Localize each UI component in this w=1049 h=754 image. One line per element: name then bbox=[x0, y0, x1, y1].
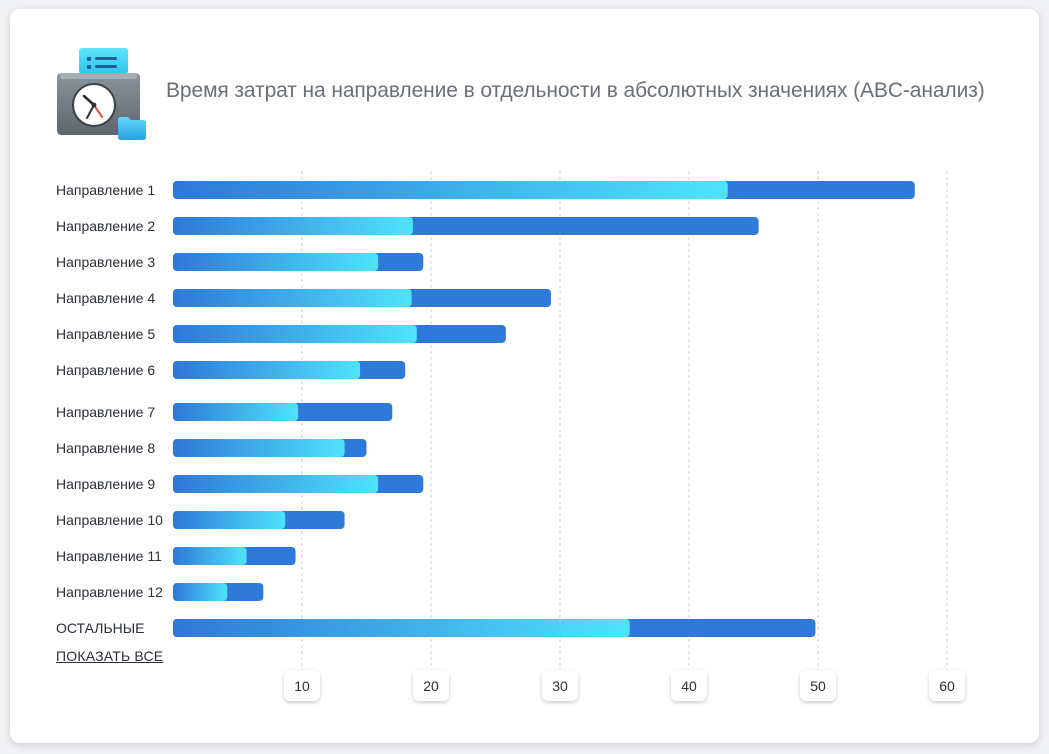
bar-highlight bbox=[173, 253, 379, 271]
x-tick-label: 20 bbox=[423, 678, 439, 694]
clock-folder-icon bbox=[57, 48, 149, 140]
x-tick-box bbox=[800, 670, 836, 701]
x-tick-label: 50 bbox=[810, 678, 826, 694]
bar-highlight bbox=[173, 439, 345, 457]
x-tick-box bbox=[671, 670, 707, 701]
category-label: Направление 7 bbox=[56, 404, 155, 420]
x-tick-40: 40 bbox=[671, 670, 707, 701]
x-tick-30: 30 bbox=[542, 670, 578, 701]
x-tick-50: 50 bbox=[800, 670, 836, 701]
bar-highlight bbox=[173, 325, 417, 343]
bar-highlight bbox=[173, 217, 413, 235]
category-label: Направление 10 bbox=[56, 512, 163, 528]
bar-highlight bbox=[173, 475, 379, 493]
bar-highlight bbox=[173, 289, 412, 307]
bar-highlight bbox=[173, 403, 299, 421]
category-label: Направление 1 bbox=[56, 182, 155, 198]
x-tick-box bbox=[929, 670, 965, 701]
bar-chart: Направление 1 Направление 2 Направление 3 Н… bbox=[56, 171, 965, 701]
bar-highlight bbox=[173, 619, 630, 637]
category-label: Направление 12 bbox=[56, 584, 163, 600]
category-label: Направление 8 bbox=[56, 440, 155, 456]
bar-highlight bbox=[173, 181, 728, 199]
category-label: Направление 2 bbox=[56, 218, 155, 234]
category-label: Направление 11 bbox=[56, 548, 162, 564]
category-label: Направление 5 bbox=[56, 326, 155, 342]
x-tick-20: 20 bbox=[413, 670, 449, 701]
x-tick-label: 40 bbox=[681, 678, 697, 694]
chart-title: Время затрат на направление в отдельност… bbox=[166, 79, 985, 102]
show-all-link[interactable]: ПОКАЗАТЬ ВСЕ bbox=[56, 648, 164, 664]
bar-highlight bbox=[173, 547, 247, 565]
category-label: Направление 9 bbox=[56, 476, 155, 492]
x-tick-60: 60 bbox=[929, 670, 965, 701]
category-label: ОСТАЛЬНЫЕ bbox=[56, 620, 144, 636]
category-label: Направление 3 bbox=[56, 254, 155, 270]
chart-card: Время затрат на направление в отдельност… bbox=[10, 9, 1039, 743]
x-tick-box bbox=[542, 670, 578, 701]
x-tick-label: 60 bbox=[939, 678, 955, 694]
x-tick-label: 10 bbox=[294, 678, 310, 694]
x-tick-label: 30 bbox=[552, 678, 568, 694]
bar-highlight bbox=[173, 583, 228, 601]
bar-highlight bbox=[173, 511, 286, 529]
category-label: Направление 4 bbox=[56, 290, 155, 306]
x-tick-10: 10 bbox=[284, 670, 320, 701]
x-tick-box bbox=[284, 670, 320, 701]
category-label: Направление 6 bbox=[56, 362, 155, 378]
bar-highlight bbox=[173, 361, 361, 379]
x-tick-box bbox=[413, 670, 449, 701]
